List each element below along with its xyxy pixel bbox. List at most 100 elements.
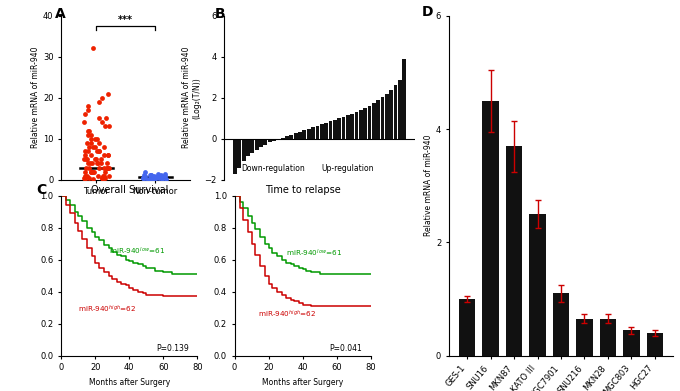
Point — [97, 175, 108, 181]
Bar — [324, 123, 328, 139]
Point — [103, 123, 114, 129]
Point — [83, 131, 94, 138]
Point — [86, 131, 97, 138]
Point — [90, 144, 101, 150]
Point — [139, 175, 150, 181]
Point — [99, 172, 109, 179]
Point — [83, 164, 94, 170]
Point — [92, 160, 103, 167]
Bar — [328, 121, 333, 139]
Bar — [281, 138, 285, 139]
Text: Down-regulation: Down-regulation — [241, 163, 305, 172]
Point — [103, 152, 114, 158]
Point — [103, 164, 114, 170]
Point — [88, 144, 99, 150]
Text: miR-940$^{high}$=62: miR-940$^{high}$=62 — [78, 304, 137, 315]
Y-axis label: Relative mRNA of miR-940: Relative mRNA of miR-940 — [31, 47, 40, 149]
Bar — [311, 127, 315, 139]
Point — [85, 169, 96, 175]
Point — [98, 176, 109, 182]
X-axis label: Months after Surgery: Months after Surgery — [262, 378, 343, 387]
Point — [160, 172, 171, 179]
Point — [92, 160, 103, 167]
Point — [93, 148, 104, 154]
Bar — [376, 100, 380, 139]
Point — [83, 160, 94, 167]
Bar — [303, 130, 306, 139]
Text: Up-regulation: Up-regulation — [322, 163, 374, 172]
Bar — [372, 103, 376, 139]
Point — [146, 171, 156, 178]
Point — [83, 175, 94, 181]
Point — [156, 176, 167, 183]
Bar — [385, 93, 389, 139]
Text: D: D — [422, 5, 433, 20]
Point — [86, 136, 97, 142]
Bar — [307, 129, 311, 139]
Point — [99, 123, 110, 129]
Point — [140, 169, 151, 176]
Point — [90, 156, 101, 162]
Bar — [241, 139, 245, 161]
Point — [94, 148, 105, 154]
Bar — [233, 139, 237, 174]
Point — [96, 156, 107, 162]
Bar — [403, 59, 406, 139]
Point — [94, 140, 105, 146]
Y-axis label: Relative mRNA of miR-940
(Log₂(T/N)): Relative mRNA of miR-940 (Log₂(T/N)) — [182, 47, 202, 149]
X-axis label: Months after Surgery: Months after Surgery — [88, 378, 170, 387]
Bar — [272, 139, 276, 141]
Bar — [290, 135, 293, 139]
Point — [101, 115, 112, 121]
Bar — [250, 139, 254, 153]
Bar — [381, 97, 384, 139]
Bar — [459, 299, 475, 356]
Bar — [390, 90, 393, 139]
Bar — [354, 112, 358, 139]
Point — [83, 144, 94, 150]
Point — [150, 176, 161, 182]
Point — [103, 164, 114, 170]
Bar — [246, 139, 250, 156]
Bar — [623, 330, 640, 356]
Point — [89, 136, 100, 142]
Point — [156, 174, 167, 180]
Bar — [255, 139, 258, 150]
Point — [91, 156, 102, 162]
Point — [80, 111, 90, 117]
Point — [94, 164, 105, 170]
Point — [146, 172, 156, 178]
Point — [80, 169, 90, 175]
Point — [150, 174, 160, 180]
Bar — [363, 108, 367, 139]
Point — [95, 160, 106, 167]
Point — [150, 174, 161, 181]
Point — [148, 176, 158, 183]
Bar — [237, 139, 241, 167]
Point — [159, 170, 170, 177]
Point — [80, 164, 91, 170]
Point — [153, 175, 164, 181]
Point — [103, 90, 114, 97]
Point — [99, 169, 110, 175]
Point — [81, 156, 92, 162]
Point — [145, 172, 156, 178]
Point — [82, 103, 93, 109]
Text: P=0.041: P=0.041 — [329, 344, 362, 353]
Point — [98, 164, 109, 170]
Bar — [285, 136, 289, 139]
Y-axis label: Relative mRNA of miR-940: Relative mRNA of miR-940 — [424, 135, 433, 237]
Point — [143, 177, 154, 183]
Point — [148, 174, 158, 181]
Bar — [398, 80, 402, 139]
Point — [155, 173, 166, 179]
Bar — [350, 114, 354, 139]
Text: miR-940$^{high}$=62: miR-940$^{high}$=62 — [258, 308, 317, 320]
Point — [87, 176, 98, 183]
Point — [137, 175, 148, 181]
Point — [102, 164, 113, 170]
Point — [97, 175, 107, 181]
Point — [92, 172, 103, 179]
Point — [143, 176, 154, 182]
Bar — [333, 120, 337, 139]
